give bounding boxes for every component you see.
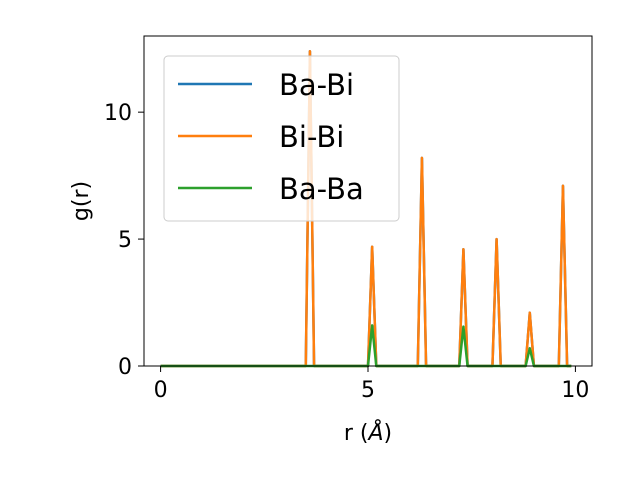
- series-line-ba-ba: [160, 324, 572, 368]
- tick-layer: 0 5 10 0 5 10: [104, 101, 589, 403]
- legend-box: [163, 55, 400, 222]
- legend: Ba-Bi Bi-Bi Ba-Ba: [163, 55, 400, 222]
- legend-label-ba-bi: Ba-Bi: [279, 68, 354, 102]
- x-tick-label: 10: [561, 378, 589, 403]
- x-axis-label: r (Å): [344, 419, 392, 446]
- x-tick-label: 0: [154, 378, 168, 403]
- y-axis-label: g(r): [69, 181, 94, 221]
- legend-label-ba-ba: Ba-Ba: [279, 172, 364, 206]
- legend-label-bi-bi: Bi-Bi: [279, 120, 344, 154]
- x-tick-label: 5: [361, 378, 375, 403]
- y-tick-label: 0: [118, 355, 132, 380]
- y-tick-label: 10: [104, 101, 132, 126]
- y-tick-label: 5: [118, 228, 132, 253]
